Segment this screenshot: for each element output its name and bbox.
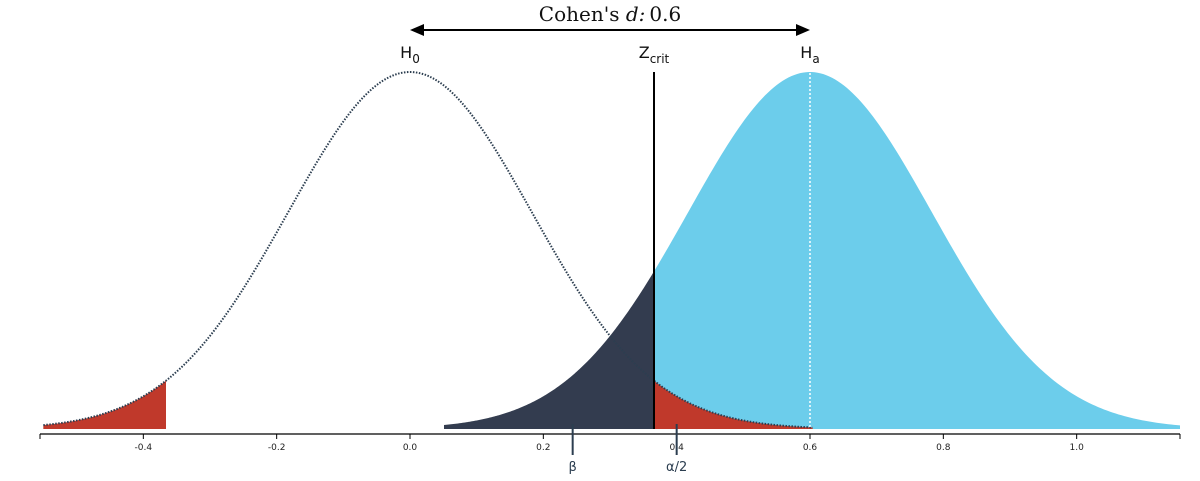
title-value: 0.6	[649, 2, 681, 26]
null-label-sub: 0	[412, 52, 420, 66]
crit-label-main: Z	[639, 43, 650, 62]
alpha-right-tail	[654, 380, 813, 429]
chart-title: Cohen's d: 0.6	[539, 2, 681, 26]
distribution-areas	[43, 72, 1180, 430]
x-tick-label: 1.0	[1070, 443, 1085, 453]
null-label-main: H	[400, 43, 412, 62]
crit-label-sub: crit	[650, 52, 670, 66]
beta-area	[444, 271, 654, 429]
arrow-left-head-icon	[410, 24, 424, 36]
x-tick-label: 0.2	[536, 443, 550, 453]
beta-label: β	[569, 460, 577, 475]
effect-size-annotation: Cohen's d: 0.6	[410, 2, 810, 36]
x-tick-label: 0.0	[403, 443, 418, 453]
title-prefix: Cohen's	[539, 2, 626, 26]
alpha-label: α/2	[666, 460, 687, 475]
power-area	[654, 72, 1180, 430]
x-tick-label: -0.2	[268, 443, 286, 453]
x-tick-label: 0.8	[936, 443, 951, 453]
x-axis: -0.4-0.20.00.20.40.60.81.0	[39, 433, 1181, 453]
null-hypothesis-label: H0	[400, 43, 420, 66]
distribution-lines	[43, 71, 813, 429]
x-tick-label: 0.6	[803, 443, 818, 453]
arrow-right-head-icon	[796, 24, 810, 36]
curve-labels: H0 Ha Zcrit β α/2	[400, 43, 820, 475]
alt-label-main: H	[800, 43, 812, 62]
z-crit-label: Zcrit	[639, 43, 670, 66]
null-distribution-line	[43, 71, 813, 429]
alpha-left-tail	[43, 380, 166, 429]
title-symbol: d:	[626, 2, 646, 26]
alt-label-sub: a	[812, 52, 819, 66]
x-tick-label: -0.4	[135, 443, 153, 453]
alt-hypothesis-label: Ha	[800, 43, 819, 66]
x-axis-ticks: -0.4-0.20.00.20.40.60.81.0	[39, 434, 1181, 453]
